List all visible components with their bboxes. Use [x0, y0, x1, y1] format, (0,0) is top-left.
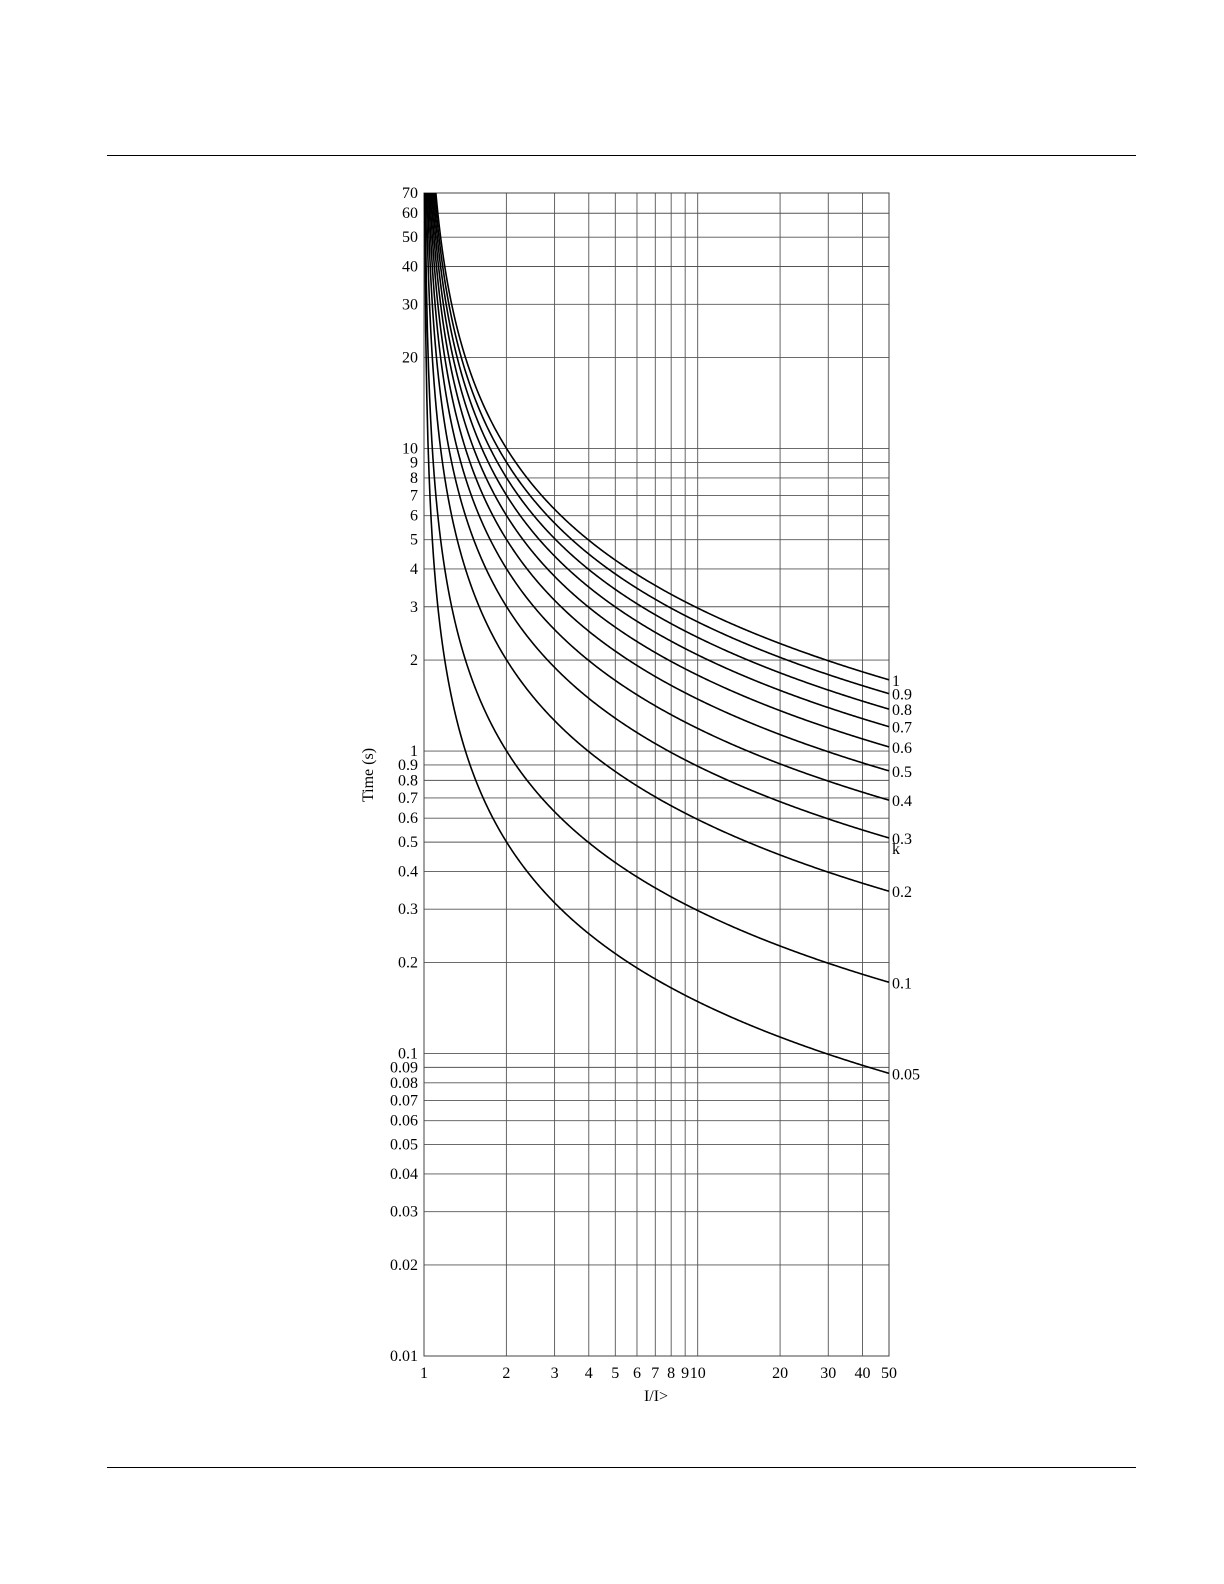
series-labels: 10.90.80.7 0.6 0.5 0.4 0.3 0.2 0.1 0.05 [892, 673, 920, 1084]
curve-k-0.9 [433, 192, 890, 695]
legend-title: k [892, 841, 900, 858]
y-tick-label: 0.07 [390, 1092, 418, 1109]
curve-k-0.7 [431, 192, 890, 728]
x-tick-label: 8 [667, 1365, 675, 1382]
y-tick-label: 0.2 [398, 954, 418, 971]
curve-k-0.3 [426, 192, 890, 839]
y-tick-label: 6 [410, 508, 418, 525]
y-tick-label: 50 [402, 229, 418, 246]
tick-labels: 1 2 3 4 5 6 7 8 9 10 20 30 40 500.010.020.030.040.050… [390, 185, 897, 1382]
x-tick-label: 6 [633, 1365, 641, 1382]
curve-k-0.6 [430, 192, 890, 748]
series-label: 0.6 [892, 740, 912, 757]
x-tick-label: 7 [651, 1365, 659, 1382]
y-axis-label: Time (s) [360, 748, 377, 802]
x-tick-label: 10 [690, 1365, 706, 1382]
header-rule [107, 155, 1136, 156]
y-tick-label: 5 [410, 532, 418, 549]
y-tick-label: 9 [410, 454, 418, 471]
y-tick-label: 0.04 [390, 1166, 418, 1183]
x-tick-label: 20 [772, 1365, 788, 1382]
x-tick-label: 30 [820, 1365, 836, 1382]
y-tick-label: 0.03 [390, 1204, 418, 1221]
series-label: 0.8 [892, 702, 912, 719]
series-label: 1 [892, 673, 900, 690]
y-tick-label: 8 [410, 470, 418, 487]
series-label: 0.4 [892, 793, 912, 810]
curve-k-0.4 [427, 192, 890, 801]
y-tick-label: 0.4 [398, 863, 418, 880]
x-tick-label: 1 [420, 1365, 428, 1382]
y-tick-label: 0.1 [398, 1046, 418, 1063]
curve-k-1 [435, 192, 890, 681]
x-tick-label: 3 [551, 1365, 559, 1382]
y-tick-label: 40 [402, 259, 418, 276]
x-tick-label: 40 [854, 1365, 870, 1382]
y-tick-label: 0.02 [390, 1257, 418, 1274]
series-label: 0.7 [892, 720, 912, 737]
y-tick-label: 10 [402, 441, 418, 458]
x-tick-label: 50 [881, 1365, 897, 1382]
y-tick-label: 70 [402, 185, 418, 202]
y-tick-label: 0.09 [390, 1059, 418, 1076]
y-tick-label: 0.5 [398, 834, 418, 851]
curve-k-0.1 [424, 192, 890, 984]
x-tick-label: 5 [611, 1365, 619, 1382]
series-label: 0.5 [892, 764, 912, 781]
grid [423, 192, 890, 1357]
series-label: 0.3 [892, 831, 912, 848]
y-tick-label: 0.08 [390, 1075, 418, 1092]
x-tick-label: 9 [681, 1365, 689, 1382]
footer-rule [107, 1467, 1136, 1468]
series-label: 0.1 [892, 975, 912, 992]
x-tick-label: 4 [585, 1365, 593, 1382]
curve-k-0.8 [432, 192, 890, 710]
y-tick-label: 0.9 [398, 757, 418, 774]
series-label: 0.05 [892, 1066, 920, 1083]
x-tick-label: 2 [502, 1365, 510, 1382]
y-tick-label: 0.01 [390, 1348, 418, 1365]
y-tick-label: 30 [402, 296, 418, 313]
y-tick-label: 0.3 [398, 901, 418, 918]
y-tick-label: 0.06 [390, 1113, 418, 1130]
y-tick-label: 7 [410, 487, 418, 504]
series-label: 0.2 [892, 884, 912, 901]
curve-k-0.5 [429, 192, 890, 772]
curve-k-0.2 [425, 192, 890, 892]
y-tick-label: 0.6 [398, 810, 418, 827]
y-tick-label: 20 [402, 350, 418, 367]
y-tick-label: 0.05 [390, 1137, 418, 1154]
y-tick-label: 4 [410, 561, 418, 578]
y-tick-label: 60 [402, 205, 418, 222]
plot-frame [423, 192, 890, 1357]
series-label: 0.9 [892, 687, 912, 704]
y-tick-label: 2 [410, 652, 418, 669]
y-tick-label: 0.8 [398, 772, 418, 789]
curves [423, 192, 890, 1075]
y-tick-label: 0.7 [398, 790, 418, 807]
curve-k-0.05 [423, 192, 890, 1075]
x-axis-label: I/I> [644, 1388, 668, 1405]
y-tick-label: 1 [410, 743, 418, 760]
y-tick-label: 3 [410, 599, 418, 616]
